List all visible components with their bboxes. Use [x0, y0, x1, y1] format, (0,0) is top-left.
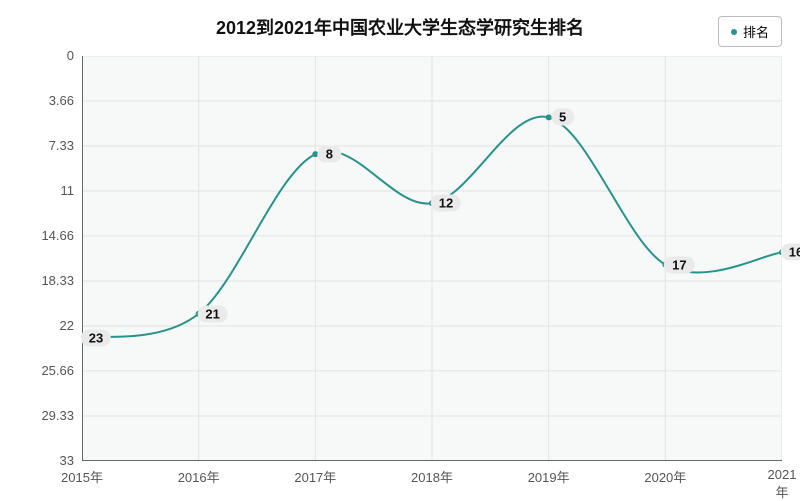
- x-tick-label: 2019年: [528, 467, 570, 486]
- data-point-label: 5: [551, 109, 574, 126]
- x-tick-label: 2015年: [61, 467, 103, 486]
- y-tick-label: 18.33: [14, 273, 74, 288]
- y-tick-label: 3.66: [14, 93, 74, 108]
- legend-label: 排名: [743, 22, 769, 41]
- y-tick-label: 33: [14, 453, 74, 468]
- chart-title: 2012到2021年中国农业大学生态学研究生排名: [0, 14, 800, 40]
- y-tick-label: 14.66: [14, 228, 74, 243]
- data-point-label: 16: [781, 244, 800, 261]
- x-tick-label: 2016年: [178, 467, 220, 486]
- x-tick-label: 2021年: [768, 467, 797, 501]
- x-tick-label: 2020年: [644, 467, 686, 486]
- y-tick-label: 0: [14, 48, 74, 63]
- legend: 排名: [718, 16, 782, 47]
- data-point-label: 8: [318, 146, 341, 163]
- data-point-label: 23: [81, 330, 111, 347]
- data-point-label: 21: [197, 305, 227, 322]
- legend-marker: [731, 29, 737, 35]
- y-tick-label: 7.33: [14, 138, 74, 153]
- chart-container: 2012到2021年中国农业大学生态学研究生排名 排名 0 3.66 7.33 11 1…: [0, 0, 800, 500]
- y-tick-label: 11: [14, 183, 74, 198]
- x-tick-label: 2017年: [294, 467, 336, 486]
- data-point-label: 17: [664, 256, 694, 273]
- y-tick-label: 22: [14, 318, 74, 333]
- data-point-label: 12: [431, 195, 461, 212]
- x-tick-label: 2018年: [411, 467, 453, 486]
- y-tick-label: 29.33: [14, 408, 74, 423]
- y-tick-label: 25.66: [14, 363, 74, 378]
